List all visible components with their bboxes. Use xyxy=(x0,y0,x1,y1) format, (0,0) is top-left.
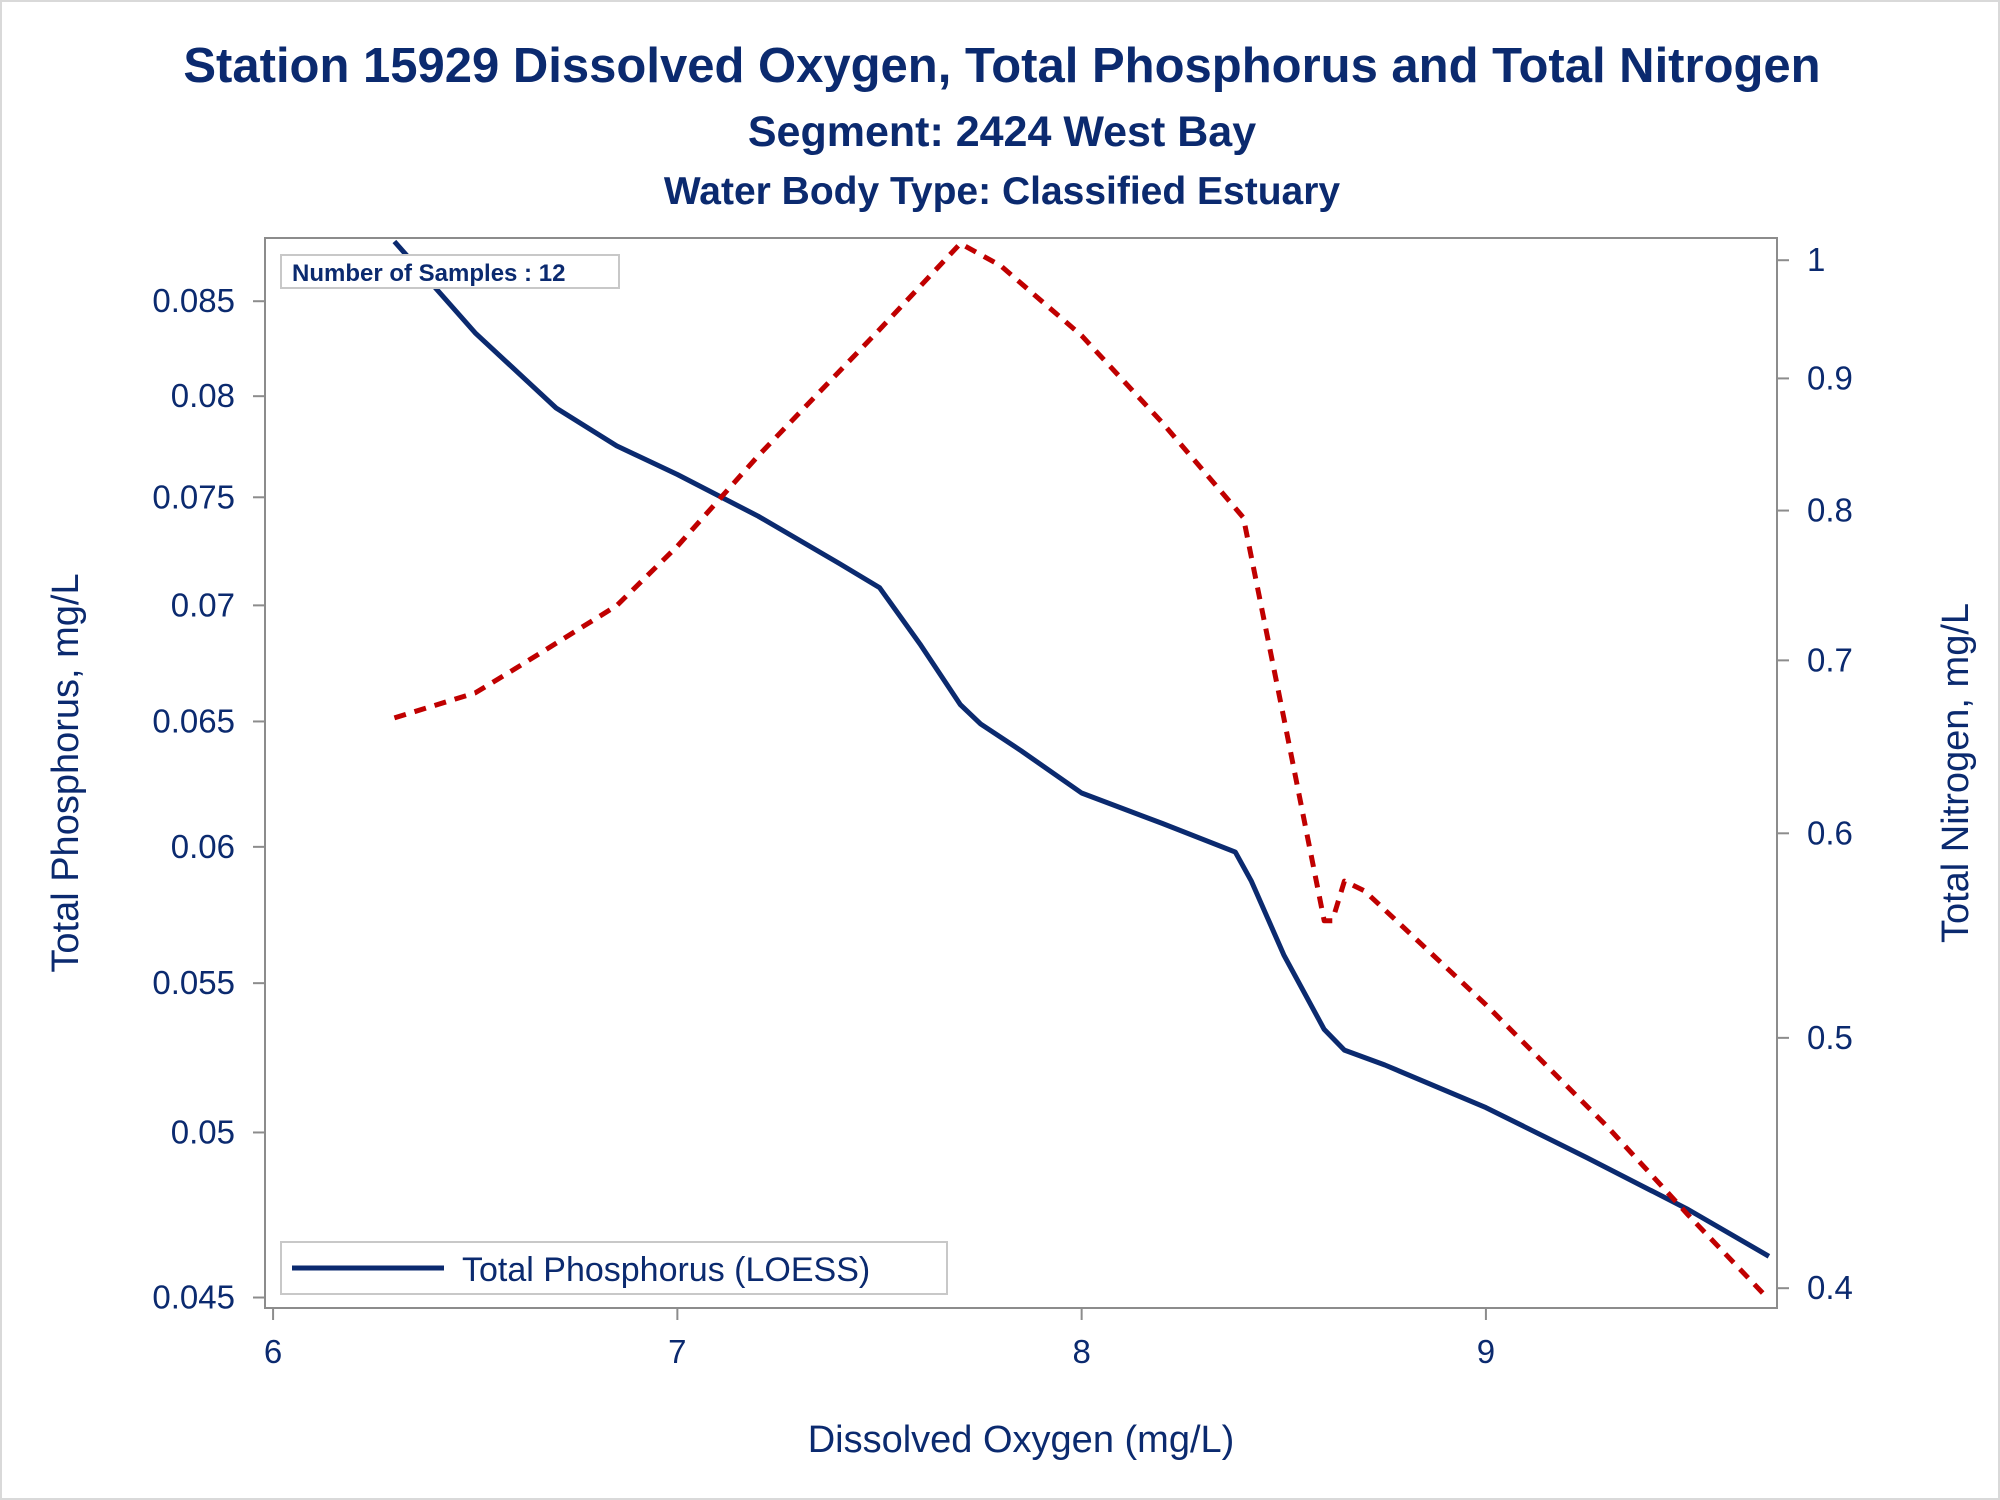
y-tick-label: 0.06 xyxy=(171,828,235,865)
x-tick-label: 6 xyxy=(264,1333,282,1370)
y-tick-label: 0.055 xyxy=(152,964,235,1001)
y-tick-label: 0.045 xyxy=(152,1279,235,1316)
y2-tick-label: 1 xyxy=(1807,241,1825,278)
chart-title: Station 15929 Dissolved Oxygen, Total Ph… xyxy=(183,39,1821,93)
x-tick-label: 9 xyxy=(1477,1333,1495,1370)
y2-tick-label: 0.9 xyxy=(1807,359,1853,396)
x-tick-label: 7 xyxy=(668,1333,686,1370)
nitrogen-series-line xyxy=(393,241,1771,1302)
chart-subtitle: Segment: 2424 West Bay xyxy=(747,108,1257,156)
y2-axis-label: Total Nitrogen, mg/L xyxy=(1935,603,1977,943)
plot-area-frame xyxy=(264,237,1778,1309)
legend-label: Total Phosphorus (LOESS) xyxy=(462,1251,870,1289)
y2-tick-label: 0.5 xyxy=(1807,1019,1853,1056)
y-tick-label: 0.05 xyxy=(171,1113,235,1150)
y-tick-label: 0.08 xyxy=(171,377,235,414)
sample-count-box xyxy=(280,254,620,289)
x-axis-label: Dissolved Oxygen (mg/L) xyxy=(808,1419,1235,1461)
y2-tick-label: 0.6 xyxy=(1807,814,1853,851)
y2-tick-label: 0.7 xyxy=(1807,641,1853,678)
phosphorus-series-line xyxy=(392,239,1771,1259)
y2-tick-label: 0.4 xyxy=(1807,1269,1853,1306)
y-tick-label: 0.07 xyxy=(171,586,235,623)
y-axis-label: Total Phosphorus, mg/L xyxy=(45,573,87,972)
chart-subtitle-2: Water Body Type: Classified Estuary xyxy=(663,170,1341,213)
sample-count-label: Number of Samples : 12 xyxy=(292,260,565,287)
y2-tick-label: 0.8 xyxy=(1807,492,1853,529)
y-tick-label: 0.065 xyxy=(152,702,235,739)
x-tick-label: 8 xyxy=(1072,1333,1090,1370)
y-tick-label: 0.075 xyxy=(152,478,235,515)
y-tick-label: 0.085 xyxy=(152,282,235,319)
